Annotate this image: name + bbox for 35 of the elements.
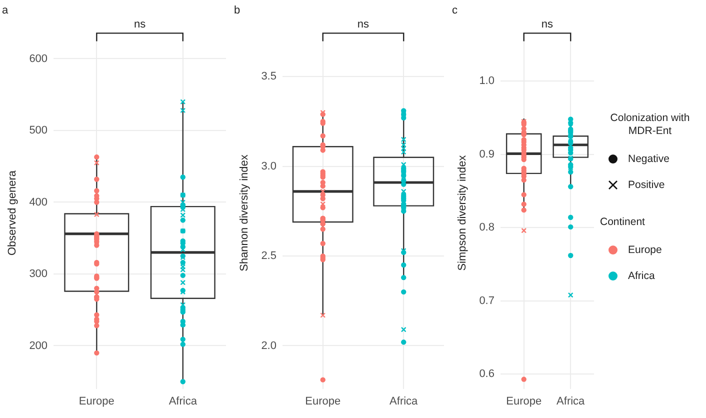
y-tick-label: 0.9 [479,148,494,160]
y-tick-label: 600 [29,52,48,65]
y-axis-title: Observed genera [6,170,19,256]
text: Positive [628,179,665,191]
y-tick-label: 200 [29,340,48,352]
y-tick-label: 0.7 [479,294,494,307]
text: Negative [628,153,670,165]
y-tick-label: 0.6 [479,368,494,380]
text: Colonization with MDR-Ent [609,112,691,138]
y-tick-label: 300 [29,268,48,280]
x-tick-label: Europe [78,395,114,408]
text: ns [357,18,370,31]
y-axis-title: Simpson diversity index [456,154,469,271]
x-tick-label: Africa [168,395,198,408]
legend-label: Europe [628,244,662,256]
y-tick-label: 3.5 [261,70,276,83]
text: ns [134,18,146,31]
x-tick-label: Europe [305,395,341,408]
x-tick-label: Africa [390,395,419,408]
x-tick-label: Europe [506,395,542,408]
y-tick-label: 2.5 [261,250,276,262]
chart-title: b [234,4,240,17]
y-tick-label: 2.0 [261,340,276,352]
y-tick-label: 500 [29,124,48,137]
y-tick-label: 3.0 [261,160,276,172]
y-tick-label: 1.0 [479,75,494,88]
x-tick-label: Africa [556,395,586,408]
y-tick-label: 0.8 [479,222,494,234]
legend-label: Africa [628,270,655,282]
text: ns [541,18,554,31]
legend-title: Continent [600,216,646,229]
chart-title: c [452,4,458,17]
y-axis-title: Shannon diversity index [238,154,251,272]
y-tick-label: 400 [29,196,48,208]
chart-title: a [2,4,9,17]
